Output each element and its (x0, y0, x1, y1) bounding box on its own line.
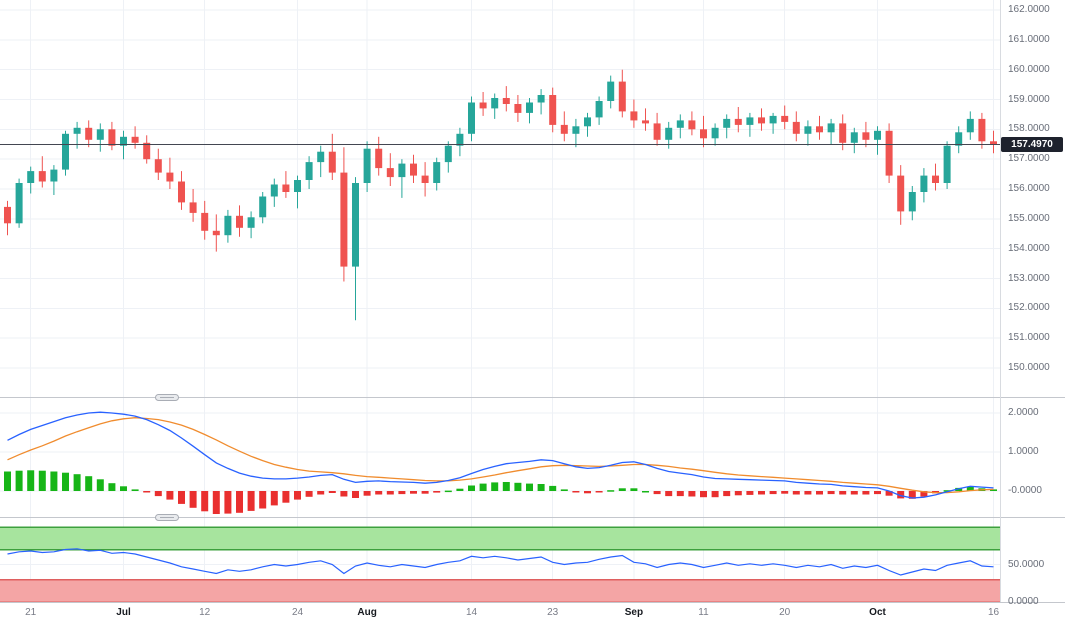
axis-tick-label: 1.0000 (1008, 446, 1039, 457)
macd-pane[interactable] (0, 398, 1000, 517)
time-axis-label: 23 (547, 607, 559, 618)
axis-tick-label: 2.0000 (1008, 407, 1039, 418)
time-axis-label: 20 (779, 607, 791, 618)
axis-tick-label: 152.0000 (1008, 302, 1050, 314)
price-axis-border (1000, 0, 1001, 602)
time-axis-separator (0, 602, 1065, 603)
axis-tick-label: 162.0000 (1008, 4, 1050, 15)
time-axis-label: 14 (465, 607, 478, 618)
time-axis-label: 24 (291, 607, 304, 618)
axis-tick-label: 156.0000 (1008, 183, 1050, 194)
candle-wicks (7, 69, 994, 321)
macd-histogram (4, 470, 997, 514)
axis-tick-label: 151.0000 (1008, 332, 1050, 344)
pane-resize-handle[interactable] (155, 514, 179, 521)
candle-bodies (4, 81, 997, 267)
axis-tick-label: 153.0000 (1008, 272, 1050, 284)
time-axis[interactable]: 21 Jul 12 24 Aug 14 23 Sep 11 20 Oct 16 (0, 602, 1000, 634)
oscillator-line (7, 548, 994, 576)
time-axis-label: Sep (624, 607, 644, 618)
grid (0, 398, 1000, 517)
price-pane[interactable] (0, 0, 1000, 397)
pane-resize-handle[interactable] (155, 394, 179, 401)
axis-tick-label: -0.0000 (1008, 485, 1042, 496)
time-axis-label: Aug (357, 607, 377, 618)
time-axis-label: Oct (869, 607, 886, 618)
oversold-zone (0, 578, 1000, 602)
time-axis-label: 12 (199, 607, 211, 618)
current-price-label: 157.4970 (1001, 137, 1063, 153)
macd-line (7, 411, 994, 499)
time-axis-label: 11 (698, 607, 709, 618)
axis-tick-label: 154.0000 (1008, 242, 1050, 254)
pane-separator[interactable] (0, 517, 1065, 518)
pane-separator[interactable] (0, 397, 1065, 398)
axis-tick-label: 0.0000 (1008, 596, 1039, 607)
oscillator-pane[interactable] (0, 518, 1000, 602)
overbought-zone (0, 526, 1000, 551)
axis-tick-label: 161.0000 (1008, 33, 1050, 45)
time-axis-label: Jul (116, 607, 131, 618)
axis-tick-label: 158.0000 (1008, 123, 1050, 135)
axis-tick-label: 50.0000 (1008, 558, 1045, 570)
axis-tick-label: 155.0000 (1008, 212, 1050, 224)
grid (0, 0, 1000, 397)
time-axis-label: 21 (25, 607, 37, 618)
macd-signal-line (7, 417, 994, 494)
axis-tick-label: 157.0000 (1008, 153, 1050, 165)
axis-tick-label: 150.0000 (1008, 362, 1050, 373)
time-axis-label: 16 (987, 607, 1000, 618)
axis-tick-label: 160.0000 (1008, 63, 1050, 75)
axis-tick-label: 159.0000 (1008, 93, 1050, 105)
